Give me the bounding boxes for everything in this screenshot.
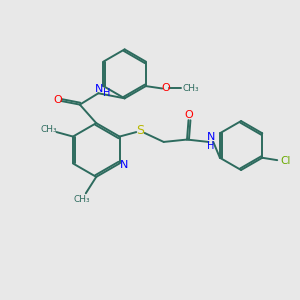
Text: O: O [162,83,170,93]
Text: N: N [207,132,215,142]
Text: H: H [207,140,214,151]
Text: CH₃: CH₃ [74,195,91,204]
Text: Cl: Cl [280,156,291,166]
Text: S: S [136,124,144,137]
Text: CH₃: CH₃ [41,125,57,134]
Text: O: O [184,110,193,120]
Text: O: O [53,95,62,105]
Text: H: H [103,88,110,98]
Text: N: N [95,84,103,94]
Text: N: N [119,160,128,170]
Text: CH₃: CH₃ [182,84,199,93]
